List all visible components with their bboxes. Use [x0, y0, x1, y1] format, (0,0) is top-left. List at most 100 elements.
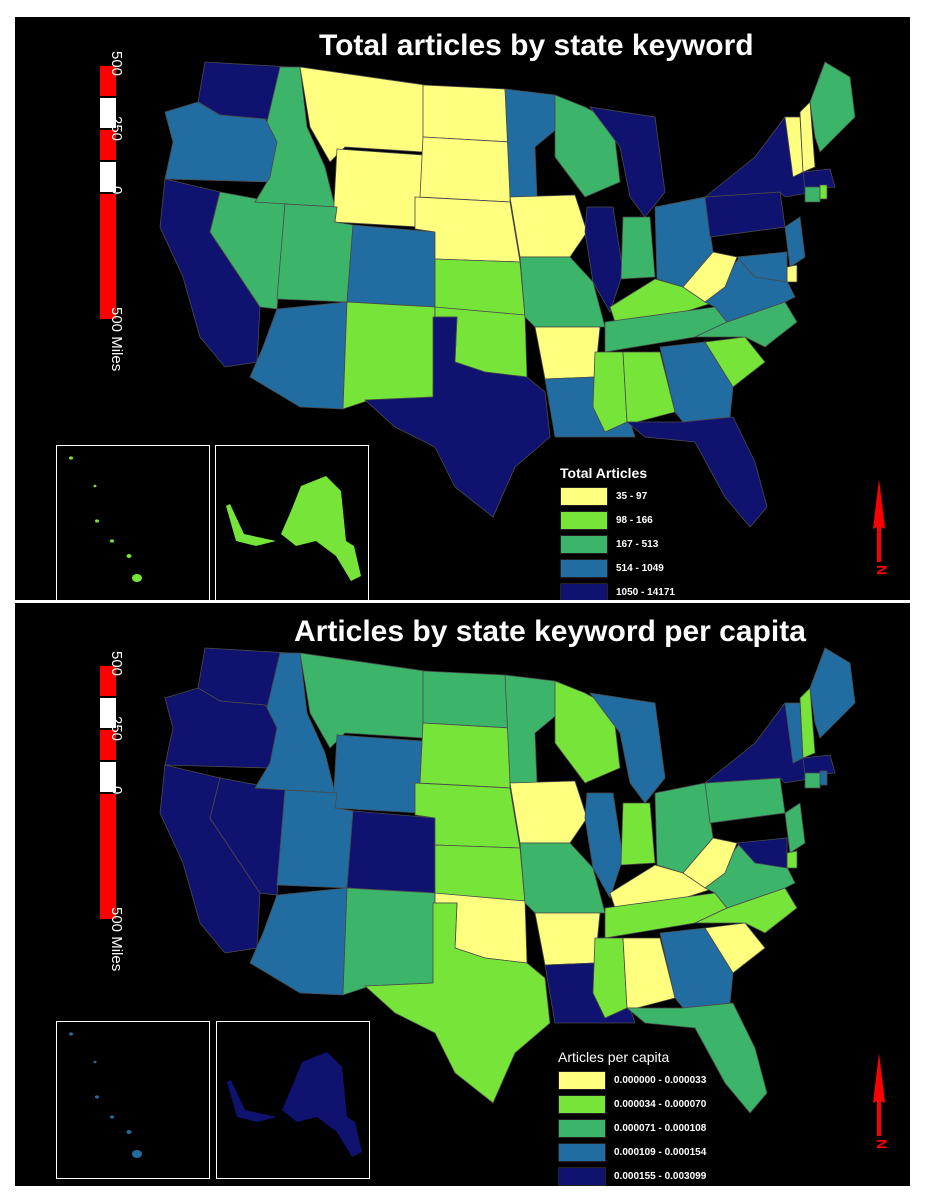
legend-swatch	[558, 1167, 606, 1186]
state-al	[622, 351, 676, 423]
north-arrow	[873, 479, 885, 562]
scale-label-250: 250	[108, 116, 125, 142]
state-ct	[804, 186, 821, 203]
legend-label: 1050 - 14171	[616, 587, 675, 598]
state-ct	[804, 772, 821, 789]
north-arrow	[873, 1053, 885, 1136]
hawaii-map	[69, 456, 142, 582]
scale-bar-segment	[100, 698, 116, 728]
legend-item: 1050 - 14171	[560, 582, 675, 600]
hawaii-island	[110, 539, 114, 543]
state-az	[249, 301, 348, 410]
state-ar	[534, 326, 601, 380]
legend-label: 98 - 166	[616, 515, 653, 526]
scale-bar-segment	[100, 730, 116, 760]
state-sd	[419, 136, 511, 203]
state-ma	[802, 754, 836, 776]
state-mt	[299, 652, 426, 749]
scale-label-500: 500	[108, 651, 125, 677]
scale-bar-segment	[100, 794, 116, 919]
legend-item: 0.000155 - 0.003099	[558, 1166, 706, 1186]
scale-label-miles: 500 Miles	[108, 907, 125, 972]
state-co	[346, 810, 436, 894]
state-sc	[704, 336, 766, 388]
scale-bar-segment	[100, 130, 116, 160]
state-sd	[419, 722, 511, 789]
state-in	[620, 216, 656, 280]
legend-label: 0.000155 - 0.003099	[614, 1171, 707, 1182]
scale-label-0: 0	[108, 786, 125, 795]
state-ia	[509, 194, 588, 258]
legend-label: 167 - 513	[616, 539, 659, 550]
legend-title: Total Articles	[560, 465, 648, 481]
alaska-shape	[227, 1052, 362, 1157]
state-de	[786, 264, 798, 283]
scale-label-500: 500	[108, 51, 125, 77]
scale-bar-segment	[100, 162, 116, 192]
legend-swatch	[560, 559, 608, 578]
state-de	[786, 850, 798, 869]
hawaii-island	[132, 574, 142, 582]
hawaii-island	[93, 1060, 97, 1064]
state-il	[584, 792, 624, 899]
map-panel-per-capita: Articles by state keyword per capita N 5…	[15, 603, 910, 1186]
state-ar	[534, 912, 601, 966]
alaska-map	[226, 476, 361, 581]
scale-bar-segment	[100, 66, 116, 96]
state-nj	[784, 802, 806, 854]
legend-label: 35 - 97	[616, 491, 648, 502]
hawaii-island	[93, 484, 97, 488]
hawaii-island	[69, 1032, 73, 1036]
scale-label-250: 250	[108, 716, 125, 742]
state-pa	[704, 191, 786, 238]
north-label: N	[874, 1139, 890, 1149]
legend-item: 35 - 97	[560, 486, 675, 507]
hawaii-island	[126, 554, 132, 558]
state-nh	[799, 101, 816, 173]
state-nd	[422, 670, 511, 729]
us-map: N	[100, 647, 890, 1149]
state-mt	[299, 66, 426, 163]
map-title: Total articles by state keyword	[319, 29, 754, 62]
state-nh	[799, 687, 816, 759]
hawaii-island	[69, 456, 73, 460]
state-md	[736, 837, 788, 869]
legend-swatch	[558, 1095, 606, 1114]
us-map: N	[100, 61, 890, 575]
state-tx	[364, 902, 551, 1104]
legend-title: Articles per capita	[558, 1049, 670, 1065]
alaska-inset	[216, 1021, 370, 1179]
hawaii-island	[110, 1115, 114, 1119]
legend-swatch	[560, 535, 608, 554]
alaska-map	[227, 1052, 362, 1157]
legend-swatch	[560, 487, 608, 506]
state-ms	[592, 937, 628, 1019]
map-legend: Total Articles 35 - 97 98 - 166 167 - 51…	[560, 465, 675, 600]
scale-bar-segment	[100, 666, 116, 696]
legend-swatch	[560, 583, 608, 600]
state-ms	[592, 351, 628, 433]
hawaii-inset	[56, 1021, 210, 1179]
state-al	[622, 937, 676, 1009]
scale-label-0: 0	[108, 186, 125, 195]
state-wy	[332, 148, 424, 228]
hawaii-island	[132, 1150, 142, 1158]
state-nm	[342, 887, 436, 996]
state-nj	[784, 216, 806, 268]
legend-label: 0.000109 - 0.000154	[614, 1147, 707, 1158]
state-pa	[704, 777, 786, 824]
legend-label: 0.000071 - 0.000108	[614, 1123, 707, 1134]
hawaii-inset	[56, 445, 210, 600]
legend-item: 514 - 1049	[560, 558, 675, 579]
legend-swatch	[558, 1143, 606, 1162]
state-fl	[625, 1002, 768, 1114]
state-in	[620, 802, 656, 866]
legend-item: 0.000071 - 0.000108	[558, 1118, 706, 1139]
legend-item: 0.000034 - 0.000070	[558, 1094, 706, 1115]
state-nm	[342, 301, 436, 410]
hawaii-map	[69, 1032, 142, 1158]
legend-item: 98 - 166	[560, 510, 675, 531]
scale-bar-segment	[100, 194, 116, 319]
legend-swatch	[560, 511, 608, 530]
state-ia	[509, 780, 588, 844]
